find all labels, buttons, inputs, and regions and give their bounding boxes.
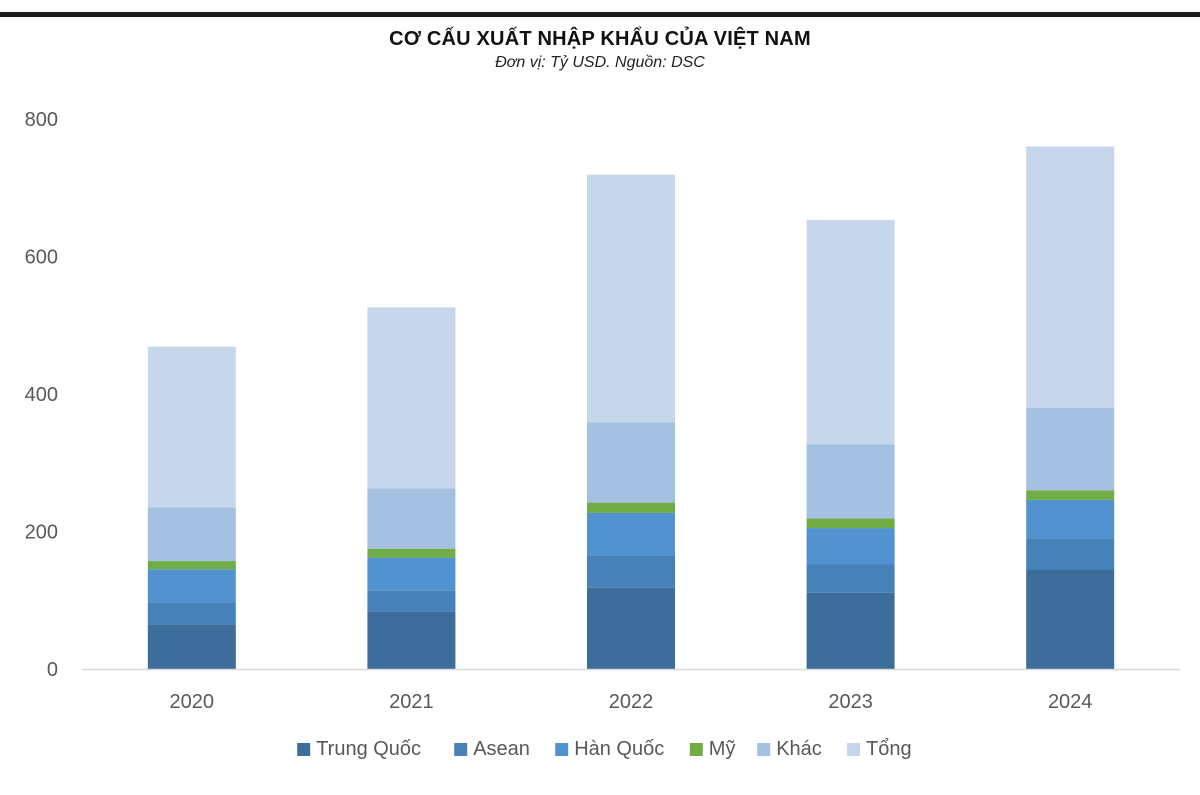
x-tick-label: 2021	[389, 691, 434, 713]
bar-segment-asean-2022	[587, 555, 675, 588]
legend-swatch	[555, 743, 569, 756]
top-rule	[0, 12, 1200, 17]
legend-item-asean: Asean	[454, 738, 530, 760]
legend-item-khac: Khác	[757, 738, 822, 760]
x-tick-label: 2024	[1048, 691, 1093, 713]
legend-item-trung-quoc: Trung Quốc	[297, 738, 421, 760]
bar-segment-han-quoc-2023	[806, 528, 895, 565]
bar-segment-asean-2020	[147, 602, 236, 625]
legend-swatch	[297, 743, 311, 756]
bar-segment-khac-2023	[806, 444, 895, 519]
bar-segment-han-quoc-2021	[367, 557, 456, 591]
bar-segment-khac-2024	[1026, 407, 1115, 491]
bar-segment-asean-2024	[1026, 538, 1115, 570]
legend-label: Khác	[776, 738, 822, 760]
x-tick-label: 2023	[828, 691, 873, 713]
bar-segment-my-2023	[806, 518, 895, 529]
bar-segment-trung-quoc-2020	[147, 624, 236, 669]
legend: Trung Quốc Asean Hàn Quốc Mỹ Khác Tổng	[297, 738, 912, 760]
y-axis: 0 200 400 600 800	[25, 109, 58, 681]
bar-segment-tong-2021	[367, 307, 456, 489]
legend-swatch	[757, 743, 771, 756]
y-tick-label: 600	[25, 247, 58, 269]
x-tick-label: 2020	[170, 691, 215, 713]
legend-label: Asean	[473, 738, 530, 760]
legend-label: Hàn Quốc	[574, 738, 664, 760]
chart-title: CƠ CẤU XUẤT NHẬP KHẨU CỦA VIỆT NAM	[389, 28, 811, 50]
bar-segment-my-2020	[147, 561, 236, 570]
bar-stack-2023	[806, 220, 895, 669]
bar-segment-khac-2022	[587, 422, 675, 503]
bar-segment-trung-quoc-2022	[587, 587, 675, 669]
bar-segment-trung-quoc-2023	[806, 592, 895, 669]
bar-segment-trung-quoc-2021	[367, 611, 456, 669]
legend-swatch	[689, 743, 703, 756]
legend-swatch	[454, 743, 468, 756]
legend-item-han-quoc: Hàn Quốc	[555, 738, 664, 760]
bar-segment-my-2024	[1026, 490, 1115, 500]
bar-segment-tong-2020	[147, 346, 236, 508]
bar-segment-tong-2022	[587, 174, 675, 423]
bar-segment-khac-2020	[147, 507, 236, 562]
y-tick-label: 800	[25, 109, 58, 131]
bar-segment-trung-quoc-2024	[1026, 570, 1115, 669]
bar-segment-han-quoc-2022	[587, 512, 675, 556]
bar-segment-tong-2024	[1026, 146, 1115, 408]
bar-stack-2021	[367, 307, 456, 669]
legend-label: Tổng	[866, 738, 912, 760]
legend-label: Mỹ	[709, 738, 736, 760]
bar-stack-2020	[147, 346, 236, 669]
y-tick-label: 400	[25, 384, 58, 406]
bar-segment-my-2022	[587, 502, 675, 513]
bar-segment-han-quoc-2020	[147, 569, 236, 603]
legend-item-tong: Tổng	[847, 738, 912, 760]
legend-item-my: Mỹ	[689, 738, 736, 760]
bars	[147, 146, 1115, 669]
bar-segment-asean-2023	[806, 564, 895, 593]
bar-segment-my-2021	[367, 548, 456, 558]
y-tick-label: 200	[25, 522, 58, 544]
bar-segment-han-quoc-2024	[1026, 499, 1115, 539]
bar-stack-2022	[587, 174, 675, 669]
bar-segment-asean-2021	[367, 590, 456, 612]
bar-segment-tong-2023	[806, 220, 895, 445]
legend-label: Trung Quốc	[316, 738, 421, 760]
bar-stack-2024	[1026, 146, 1115, 669]
bar-segment-khac-2021	[367, 488, 456, 549]
x-axis: 2020 2021 2022 2023 2024	[170, 691, 1093, 713]
x-tick-label: 2022	[609, 691, 654, 713]
legend-swatch	[847, 743, 860, 756]
chart-subtitle: Đơn vị: Tỷ USD. Nguồn: DSC	[495, 54, 705, 71]
y-tick-label: 0	[47, 659, 58, 681]
